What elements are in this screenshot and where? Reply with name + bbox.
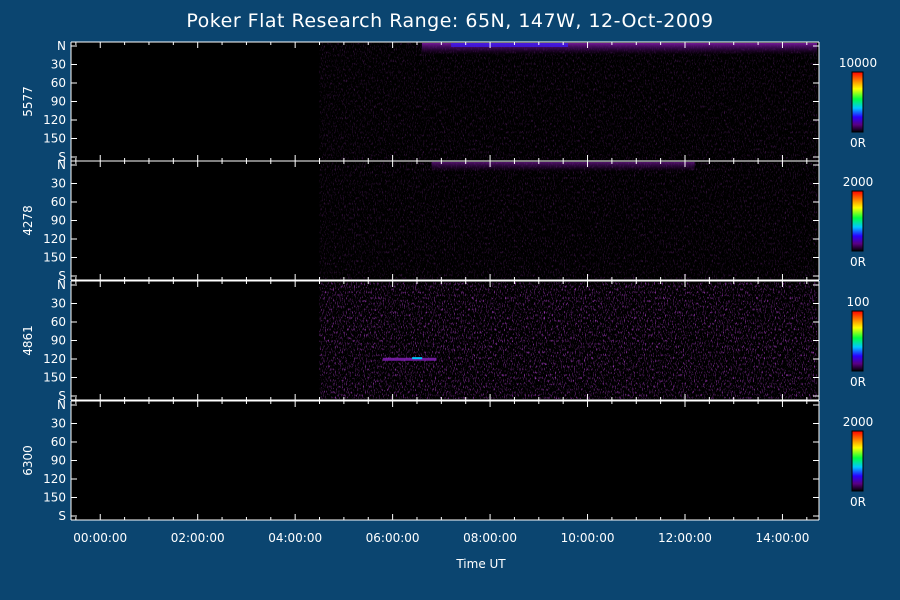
colorbar-min-label: 0R (850, 255, 866, 269)
colorbar (851, 71, 864, 133)
x-tick-label: 04:00:00 (268, 531, 322, 545)
y-tick-label: 60 (51, 435, 66, 449)
colorbar-max-label: 2000 (843, 415, 874, 429)
y-tick-label: 120 (43, 232, 66, 246)
y-tick-label: 150 (43, 132, 66, 146)
panel-background (71, 401, 819, 520)
x-tick-label: 08:00:00 (463, 531, 517, 545)
colorbar-max-label: 100 (847, 295, 870, 309)
panel-aurora-texture (319, 162, 817, 279)
panel-label: 5577 (21, 86, 35, 117)
y-tick-label: 90 (51, 334, 66, 348)
y-tick-label: 120 (43, 352, 66, 366)
y-tick-label: 30 (51, 58, 66, 72)
aurora-bright-band (451, 43, 569, 47)
panel-label: 6300 (21, 445, 35, 476)
colorbar-min-label: 0R (850, 375, 866, 389)
y-tick-label: N (57, 158, 66, 172)
y-tick-label: 60 (51, 315, 66, 329)
y-tick-label: 150 (43, 491, 66, 505)
x-tick-label: 00:00:00 (73, 531, 127, 545)
y-tick-label: N (57, 39, 66, 53)
y-tick-label: 60 (51, 76, 66, 90)
colorbar-max-label: 2000 (843, 175, 874, 189)
y-tick-label: S (58, 509, 66, 523)
colorbar-min-label: 0R (850, 136, 866, 150)
x-tick-label: 10:00:00 (561, 531, 615, 545)
panel-label: 4278 (21, 205, 35, 236)
x-axis-label: Time UT (455, 557, 506, 571)
aurora-north-band (431, 162, 695, 172)
y-tick-label: 120 (43, 472, 66, 486)
x-tick-label: 06:00:00 (366, 531, 420, 545)
panel-aurora-texture (319, 282, 817, 399)
panel-aurora-texture (319, 43, 817, 160)
y-tick-label: S (58, 269, 66, 283)
aurora-bright-patch (412, 357, 423, 360)
colorbar-max-label: 10000 (839, 56, 877, 70)
y-tick-label: S (58, 150, 66, 164)
x-tick-label: 12:00:00 (658, 531, 712, 545)
colorbar (851, 190, 864, 252)
aurora-patch (382, 357, 437, 361)
y-tick-label: N (57, 278, 66, 292)
y-tick-label: 150 (43, 251, 66, 265)
y-tick-label: 30 (51, 177, 66, 191)
y-tick-label: N (57, 398, 66, 412)
colorbar (851, 310, 864, 372)
x-tick-label: 14:00:00 (755, 531, 809, 545)
y-tick-label: 30 (51, 417, 66, 431)
x-tick-label: 02:00:00 (171, 531, 225, 545)
y-tick-label: 90 (51, 95, 66, 109)
colorbar (851, 430, 864, 492)
y-tick-label: 90 (51, 454, 66, 468)
y-tick-label: 90 (51, 214, 66, 228)
y-tick-label: 30 (51, 297, 66, 311)
colorbar-min-label: 0R (850, 495, 866, 509)
panel-label: 4861 (21, 325, 35, 356)
y-tick-label: 120 (43, 113, 66, 127)
y-tick-label: S (58, 389, 66, 403)
chart-title: Poker Flat Research Range: 65N, 147W, 12… (186, 10, 714, 32)
y-tick-label: 150 (43, 371, 66, 385)
y-tick-label: 60 (51, 195, 66, 209)
